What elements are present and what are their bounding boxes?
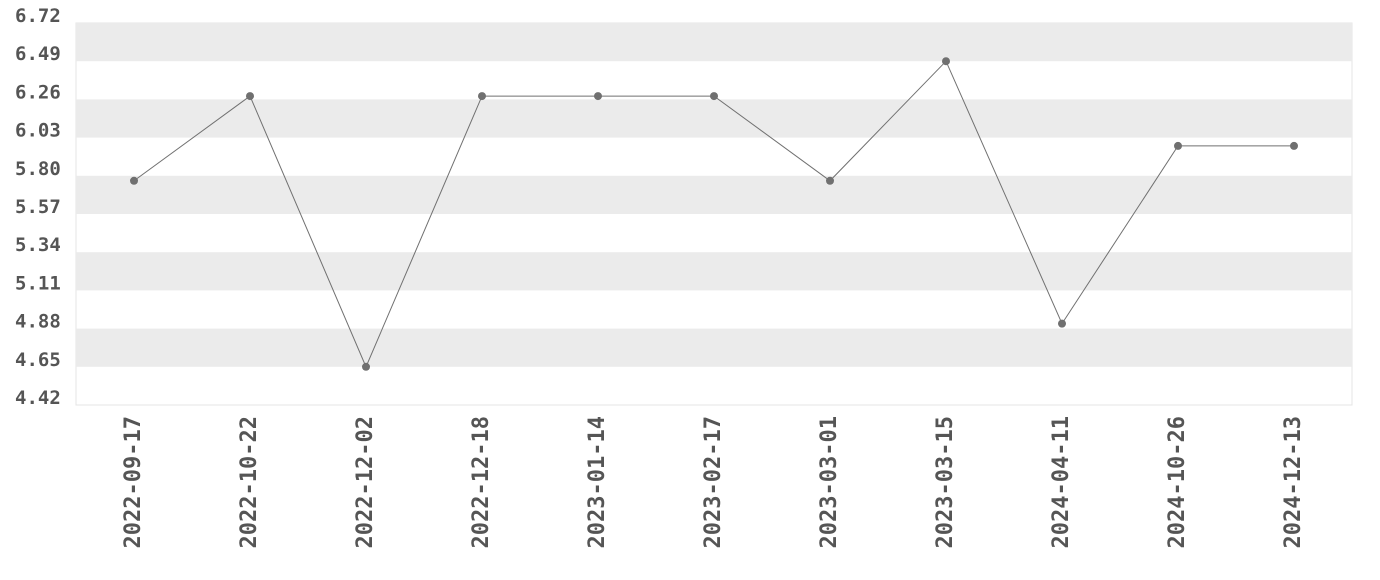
y-tick-label: 4.65 (15, 349, 61, 371)
y-tick-label: 4.88 (15, 311, 61, 333)
x-tick-label: 2023-01-14 (585, 416, 610, 548)
x-tick-label: 2022-09-17 (121, 416, 146, 548)
grid-band (76, 175, 1352, 214)
y-tick-label: 6.03 (15, 120, 61, 142)
x-tick-label: 2022-10-22 (237, 416, 262, 548)
point (246, 92, 254, 101)
grid-band (76, 328, 1352, 367)
y-tick-label: 5.11 (15, 272, 61, 294)
point (362, 362, 370, 371)
y-tick-label: 4.42 (15, 387, 61, 409)
x-tick-label: 2024-10-26 (1165, 416, 1190, 548)
point (826, 176, 834, 185)
point (710, 92, 718, 101)
x-tick-label: 2024-04-11 (1049, 416, 1074, 548)
grid-band (76, 23, 1352, 62)
y-tick-label: 5.80 (15, 158, 61, 180)
point (1058, 319, 1066, 328)
x-tick-label: 2022-12-02 (353, 416, 378, 548)
x-tick-label: 2022-12-18 (469, 416, 494, 548)
point (1290, 141, 1298, 150)
y-tick-label: 5.57 (15, 196, 61, 218)
y-tick-label: 6.49 (15, 43, 61, 65)
y-tick-label: 5.34 (15, 234, 61, 256)
x-tick-label: 2023-03-01 (817, 416, 842, 548)
y-tick-label: 6.26 (15, 81, 61, 103)
point (942, 57, 950, 66)
y-tick-label: 6.72 (15, 5, 61, 27)
x-tick-label: 2023-03-15 (933, 416, 958, 548)
point (594, 92, 602, 101)
grid-band (76, 252, 1352, 291)
point (478, 92, 486, 101)
point (130, 176, 138, 185)
x-tick-label: 2023-02-17 (701, 416, 726, 548)
x-tick-label: 2024-12-13 (1281, 416, 1306, 548)
point (1174, 141, 1182, 150)
grid-band (76, 99, 1352, 138)
